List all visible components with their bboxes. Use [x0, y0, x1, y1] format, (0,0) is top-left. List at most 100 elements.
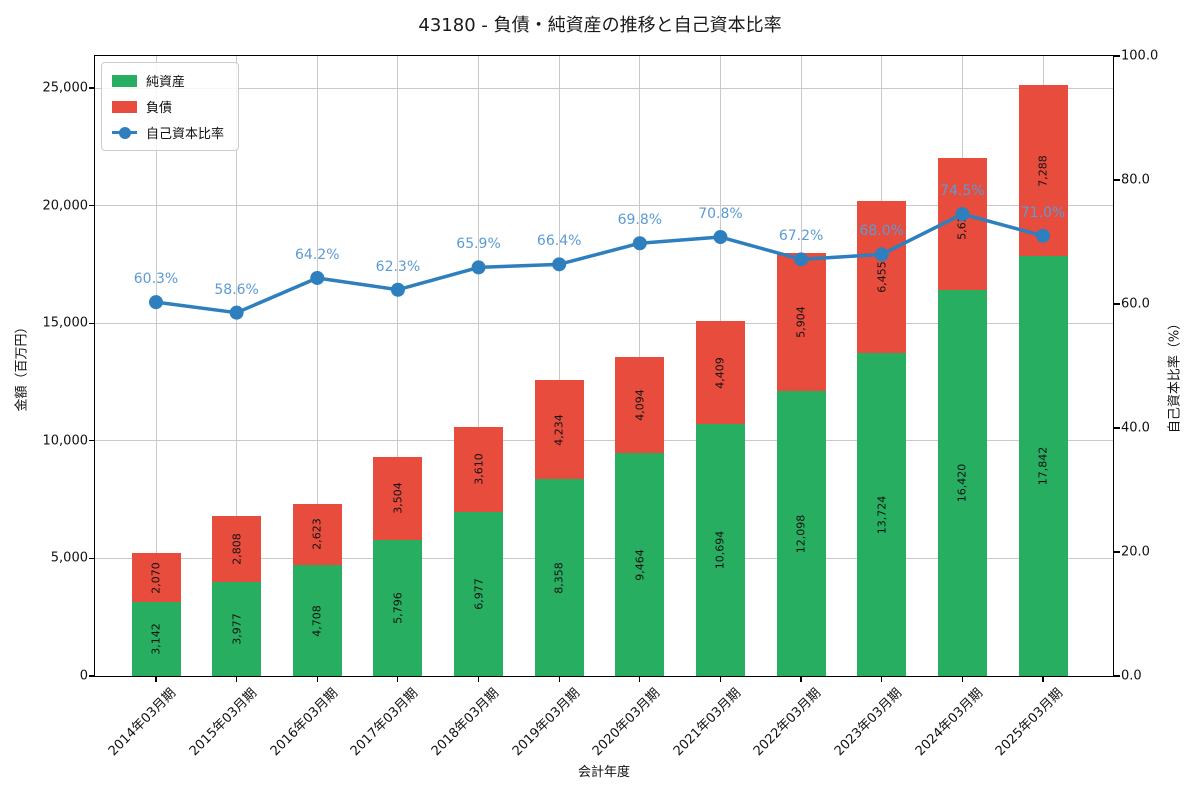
grid-line-vertical: [478, 56, 480, 676]
x-axis-tick-mark: [961, 676, 963, 682]
bar-value-label-net-assets: 9,464: [633, 548, 647, 581]
bar-value-label-net-assets: 10,694: [713, 530, 727, 570]
bar-value-label-liabilities: 6,455: [875, 261, 889, 294]
bar-segment-net-assets: [937, 289, 987, 676]
legend-item-equity-ratio: 自己資本比率: [112, 123, 224, 142]
x-axis-tick-mark: [558, 676, 560, 682]
x-axis-tick-mark: [236, 676, 238, 682]
x-axis-tick-mark: [316, 676, 318, 682]
equity-ratio-percent-label: 65.9%: [456, 236, 501, 253]
x-axis-title: 会計年度: [577, 765, 631, 780]
bar-value-label-liabilities: 2,623: [310, 518, 324, 551]
bar-segment-net-assets: [776, 391, 826, 676]
bar-value-label-liabilities: 4,094: [633, 389, 647, 422]
equity-ratio-percent-label: 64.2%: [295, 246, 340, 263]
bar-value-label-liabilities: 5,904: [794, 306, 808, 338]
legend-label-equity-ratio: 自己資本比率: [146, 127, 225, 142]
x-axis-tick-label: 2020年03月期: [589, 685, 664, 760]
equity-ratio-percent-label: 70.8%: [698, 206, 743, 223]
equity-ratio-line-swatch-icon: [112, 126, 137, 139]
equity-ratio-percent-label: 62.3%: [375, 258, 421, 275]
bar-value-label-liabilities: 3,610: [472, 453, 486, 486]
equity-ratio-percent-label: 60.3%: [133, 271, 179, 288]
x-axis-tick-mark: [1042, 676, 1044, 682]
bar-segment-net-assets: [454, 511, 504, 676]
bar-segment-net-assets: [695, 424, 745, 676]
left-y-axis-tick-label: 0: [79, 668, 88, 684]
left-y-axis-tick-mark: [89, 205, 95, 207]
grid-line-horizontal: [95, 205, 1113, 207]
left-y-axis-tick-label: 10,000: [42, 433, 89, 449]
x-axis-tick-mark: [477, 676, 480, 682]
equity-ratio-percent-label: 69.8%: [617, 212, 663, 229]
right-y-axis-tick-label: 40.0: [1121, 420, 1150, 436]
bar-segment-liabilities: [292, 503, 342, 566]
bar-value-label-liabilities: 2,808: [230, 533, 244, 566]
bar-segment-net-assets: [1018, 256, 1068, 676]
right-y-axis-tick-mark: [1114, 551, 1120, 553]
x-axis-tick-label: 2016年03月期: [267, 685, 341, 760]
x-axis-tick-label: 2021年03月期: [670, 685, 744, 760]
left-y-axis-tick-label: 20,000: [42, 198, 89, 214]
left-y-axis-tick-label: 15,000: [42, 315, 89, 331]
right-y-axis-tick-label: 60.0: [1121, 296, 1150, 312]
equity-ratio-percent-label: 74.5%: [940, 183, 985, 200]
bar-segment-liabilities: [695, 320, 745, 425]
bar-value-label-net-assets: 8,358: [552, 561, 566, 594]
bar-segment-net-assets: [373, 539, 423, 676]
equity-ratio-marker-icon: [118, 126, 131, 139]
legend-label-net-assets: 純資産: [146, 75, 186, 90]
x-axis-tick-label: 2014年03月期: [106, 685, 180, 760]
x-axis-tick-mark: [397, 676, 399, 682]
net-assets-swatch-icon: [112, 74, 137, 87]
grid-line-horizontal: [95, 557, 1113, 559]
equity-ratio-percent-label: 67.2%: [778, 228, 824, 245]
x-axis-tick-label: 2018年03月期: [428, 685, 502, 760]
bar-segment-liabilities: [373, 457, 423, 540]
left-y-axis-tick-mark: [89, 87, 95, 89]
bar-segment-net-assets: [534, 479, 584, 676]
grid-line-vertical: [155, 56, 157, 676]
x-axis-tick-mark: [639, 676, 641, 682]
left-y-axis-tick-mark: [89, 322, 95, 324]
bar-value-label-liabilities: 5,620: [955, 207, 969, 240]
right-y-axis-tick-label: 20.0: [1121, 544, 1150, 560]
left-y-axis-tick-mark: [89, 675, 95, 677]
bar-value-label-net-assets: 3,142: [149, 623, 163, 655]
right-y-axis-tick-label: 100.0: [1121, 48, 1159, 64]
liabilities-swatch-icon: [112, 100, 137, 113]
bar-segment-net-assets: [131, 602, 181, 676]
x-axis-tick-mark: [881, 676, 883, 682]
bar-segment-liabilities: [454, 426, 504, 512]
legend-label-liabilities: 負債: [146, 101, 173, 116]
x-axis-tick-label: 2024年03月期: [912, 685, 986, 760]
bar-segment-net-assets: [292, 565, 342, 676]
x-axis-tick-label: 2023年03月期: [831, 685, 906, 760]
x-axis-tick-label: 2015年03月期: [186, 685, 261, 760]
grid-line-horizontal: [95, 440, 1113, 442]
grid-line-vertical: [558, 56, 560, 676]
equity-ratio-percent-label: 68.0%: [859, 223, 904, 240]
equity-ratio-percent-label: 66.4%: [536, 233, 582, 250]
right-y-axis-tick-mark: [1114, 303, 1120, 305]
bar-value-label-net-assets: 3,977: [230, 613, 244, 645]
bar-value-label-liabilities: 4,409: [713, 356, 727, 389]
right-y-axis-tick-mark: [1114, 179, 1120, 181]
bar-segment-liabilities: [534, 379, 584, 480]
bar-value-label-net-assets: 16,420: [955, 463, 969, 503]
x-axis-tick-mark: [800, 676, 802, 682]
x-axis-tick-label: 2022年03月期: [751, 685, 825, 760]
bar-segment-liabilities: [615, 357, 665, 454]
right-y-axis-tick-label: 0.0: [1121, 668, 1142, 684]
equity-ratio-percent-label: 58.6%: [214, 281, 259, 298]
bar-value-label-net-assets: 4,708: [310, 604, 324, 637]
legend: 純資産 負債 自己資本比率: [101, 62, 240, 151]
bar-segment-net-assets: [615, 453, 665, 676]
bar-segment-liabilities: [131, 553, 181, 603]
left-y-axis-tick-label: 25,000: [42, 80, 89, 96]
left-y-axis-tick-mark: [89, 557, 95, 559]
chart-title: 43180 - 負債・純資産の推移と自己資本比率: [418, 15, 782, 36]
x-axis-tick-mark: [719, 676, 722, 682]
left-y-axis-tick-mark: [89, 440, 95, 442]
right-y-axis-tick-label: 80.0: [1121, 172, 1150, 188]
